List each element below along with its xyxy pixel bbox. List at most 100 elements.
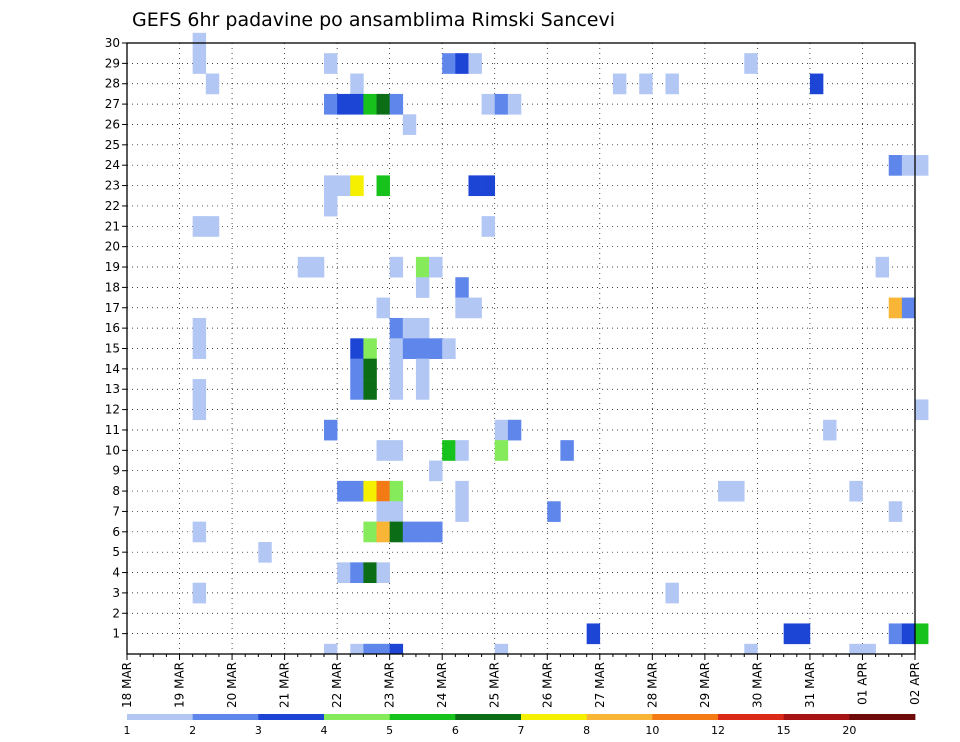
y-tick-label: 13 [105,382,120,396]
x-tick-label: 31 MAR [803,662,817,708]
colorbar-swatch [718,714,785,720]
heatmap-cell [389,317,404,339]
colorbar-swatch [192,714,259,720]
heatmap-cell [389,358,404,380]
y-tick-label: 16 [105,321,120,335]
y-tick-label: 25 [105,138,120,152]
heatmap-cell [363,379,377,400]
y-tick-label: 11 [105,423,120,437]
heatmap-cell [350,643,364,655]
heatmap-cell [849,480,863,502]
y-tick-label: 23 [105,179,120,193]
heatmap-cell [324,93,338,115]
heatmap-cell [494,93,509,115]
heatmap-cell [337,480,351,502]
heatmap-cell [363,358,377,380]
colorbar-label: 12 [711,724,725,737]
colorbar-swatch [324,714,391,720]
x-tick-label: 20 MAR [225,662,239,708]
x-tick-label: 24 MAR [435,662,449,708]
heatmap-cell [402,338,417,359]
colorbar-label: 10 [645,724,659,737]
plot-frame [126,42,916,655]
heatmap-cell [402,114,417,135]
heatmap-cell [324,175,338,197]
plot-grid [127,43,915,654]
heatmap-cell [560,440,574,461]
heatmap-cell [612,73,627,95]
heatmap-cell [192,521,207,543]
heatmap-cell [350,358,364,380]
y-tick-label: 20 [105,240,120,254]
x-tick-label: 02 APR [908,662,922,705]
heatmap-cell [324,53,338,74]
heatmap-cell [718,480,732,502]
x-axis: 18 MAR 19 MAR 20 MAR 21 MAR 22 MAR 23 MAR 24 M… [120,654,922,708]
heatmap-cell [901,297,916,319]
heatmap-cell [389,379,404,400]
y-tick-label: 2 [112,606,120,620]
y-tick-label: 26 [105,117,120,131]
heatmap-cell [337,562,351,584]
heatmap-cell [862,643,876,655]
colorbar-label: 8 [583,724,590,737]
heatmap-cell [731,480,745,502]
heatmap-cell [324,195,338,217]
x-tick-label: 18 MAR [120,662,134,708]
y-tick-label: 27 [105,97,120,111]
y-tick-label: 5 [112,545,120,559]
heatmap-cell [415,521,430,543]
heatmap-cell [324,643,338,655]
heatmap-cell [192,338,207,359]
heatmap-cell [468,297,482,319]
x-tick-label: 01 APR [855,662,869,705]
heatmap-cell [389,256,404,278]
y-tick-label: 17 [105,301,120,315]
y-tick-label: 14 [105,362,120,376]
y-tick-label: 18 [105,280,120,294]
heatmap-cell [901,155,916,176]
heatmap-cell [376,643,390,655]
heatmap-cell [481,216,496,237]
colorbar-label: 5 [386,724,393,737]
heatmap-cell [363,93,377,115]
heatmap-cell [796,623,811,645]
colorbar-label: 3 [255,724,262,737]
colorbar-swatch [389,714,456,720]
heatmap-cell [350,175,364,197]
colorbar-swatch [586,714,653,720]
heatmap-cell [363,562,377,584]
y-tick-label: 29 [105,56,120,70]
x-tick-label: 19 MAR [173,662,187,708]
colorbar-label: 2 [189,724,196,737]
heatmap-cell [915,399,929,421]
heatmap-cell [376,440,390,461]
heatmap-cell [363,338,377,359]
x-tick-label: 30 MAR [750,662,764,708]
heatmap-cell [350,93,364,115]
heatmap-cell [415,338,430,359]
heatmap-cell [192,216,207,237]
x-tick-label: 22 MAR [330,662,344,708]
heatmap-cell [363,480,377,502]
colorbar-swatch [783,714,850,720]
heatmap-cell [823,419,837,441]
heatmap-cell [744,53,758,74]
heatmap-cell [665,582,679,604]
heatmap-cell [415,379,430,400]
heatmap-cell [389,643,404,655]
heatmap-cell [639,73,653,95]
heatmap-cell [468,175,482,197]
heatmap-cell [481,93,496,115]
x-tick-label: 26 MAR [540,662,554,708]
heatmap-cell [415,256,430,278]
y-tick-label: 22 [105,199,120,213]
heatmap-cell [192,379,207,400]
heatmap-cell [363,643,377,655]
heatmap-cell [665,73,679,95]
x-tick-label: 28 MAR [645,662,659,708]
heatmap-cell [507,419,522,441]
heatmap-cell [376,480,390,502]
heatmap-cell [350,73,364,95]
